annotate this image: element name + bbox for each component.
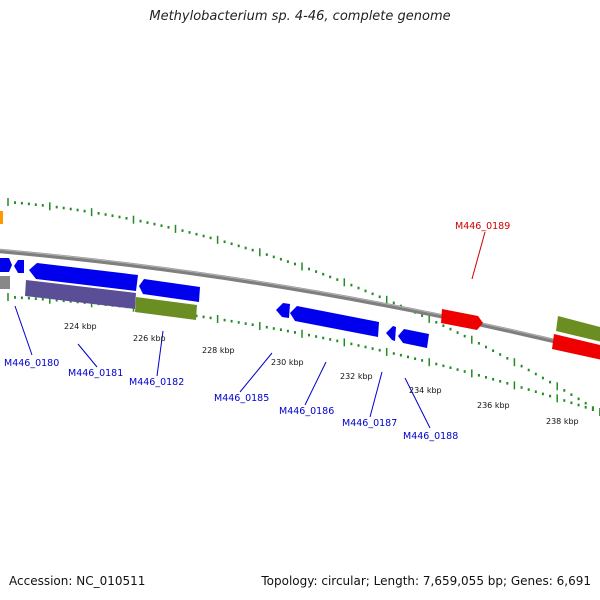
map-title: Methylobacterium sp. 4-46, complete geno… <box>149 9 451 24</box>
gene-arrow-0178[interactable] <box>0 258 12 272</box>
leader-line-0186 <box>304 361 327 406</box>
kbp-label-232: 232 kbp <box>340 372 373 381</box>
leader-line-0185 <box>239 352 273 393</box>
gene-label-0189[interactable]: M446_0189 <box>455 221 510 232</box>
gene-label-0187[interactable]: M446_0187 <box>342 418 397 429</box>
gene-arrow-0179[interactable] <box>14 260 24 273</box>
gene-label-0188[interactable]: M446_0188 <box>403 431 458 442</box>
kbp-label-228: 228 kbp <box>202 346 235 355</box>
gene-arrow-0187[interactable] <box>386 326 396 341</box>
leader-line-0189 <box>471 231 486 280</box>
kbp-label-238: 238 kbp <box>546 417 579 426</box>
kbp-label-224: 224 kbp <box>64 322 97 331</box>
gene-arrow-0181[interactable] <box>139 279 200 302</box>
outer-tick-row <box>7 198 600 416</box>
gene-label-0182[interactable]: M446_0182 <box>129 377 184 388</box>
olive-feature-block[interactable] <box>135 297 197 320</box>
leader-line-0182 <box>156 330 164 377</box>
gray-feature-block[interactable] <box>0 276 10 289</box>
leader-line-0180 <box>14 305 33 356</box>
kbp-label-234: 234 kbp <box>409 386 442 395</box>
olive-feature-block-right[interactable] <box>556 316 600 342</box>
gene-arrow-0189[interactable] <box>441 309 483 330</box>
orange-feature-block[interactable] <box>0 211 3 224</box>
gene-arrow-0180[interactable] <box>29 263 138 291</box>
gene-label-0186[interactable]: M446_0186 <box>279 406 334 417</box>
kbp-label-226: 226 kbp <box>133 334 166 343</box>
genome-backbone <box>0 248 600 355</box>
leader-line-0181 <box>77 343 98 368</box>
genome-summary: Topology: circular; Length: 7,659,055 bp… <box>261 574 591 588</box>
kbp-label-236: 236 kbp <box>477 401 510 410</box>
purple-feature-block[interactable] <box>25 280 136 309</box>
gene-arrow-0185[interactable] <box>276 303 290 318</box>
kbp-label-230: 230 kbp <box>271 358 304 367</box>
gene-arrow-0188[interactable] <box>398 329 429 348</box>
gene-label-0180[interactable]: M446_0180 <box>4 358 59 369</box>
red-feature-block-right[interactable] <box>552 334 600 360</box>
leader-line-0187 <box>369 371 383 418</box>
gene-arrow-0186[interactable] <box>290 306 379 337</box>
gene-label-0181[interactable]: M446_0181 <box>68 368 123 379</box>
accession-label: Accession: NC_010511 <box>9 574 146 588</box>
leader-line-0188 <box>404 377 431 429</box>
gene-label-0185[interactable]: M446_0185 <box>214 393 269 404</box>
